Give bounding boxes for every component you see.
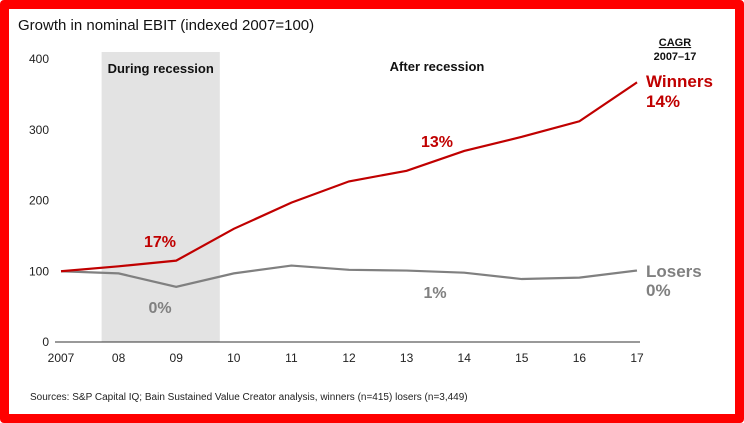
x-tick-label: 10 — [227, 351, 241, 365]
y-tick-label: 400 — [29, 52, 49, 66]
cagr-header-subtitle: 2007–17 — [654, 51, 697, 63]
x-tick-label: 13 — [400, 351, 414, 365]
winners-cagr-after-recession: 13% — [421, 134, 453, 151]
x-tick-label: 14 — [458, 351, 472, 365]
losers-legend-label: Losers — [646, 262, 702, 281]
y-tick-label: 300 — [29, 123, 49, 137]
period-label-during-recession: During recession — [108, 61, 214, 76]
x-tick-label: 15 — [515, 351, 529, 365]
y-tick-label: 0 — [42, 335, 49, 349]
losers-cagr-during-recession: 0% — [148, 300, 171, 317]
x-tick-label: 12 — [342, 351, 356, 365]
x-tick-label: 2007 — [48, 351, 75, 365]
x-tick-label: 08 — [112, 351, 126, 365]
period-label-after-recession: After recession — [390, 59, 485, 74]
y-tick-label: 100 — [29, 264, 49, 278]
y-tick-label: 200 — [29, 194, 49, 208]
recession-shaded-region — [101, 52, 220, 342]
chart-title: Growth in nominal EBIT (indexed 2007=100… — [18, 17, 314, 34]
x-tick-label: 09 — [170, 351, 184, 365]
source-note: Sources: S&P Capital IQ; Bain Sustained … — [30, 392, 468, 403]
x-axis-ticks: 2007 08 09 10 11 12 13 14 15 16 17 — [48, 351, 644, 365]
losers-legend-cagr: 0% — [646, 281, 671, 300]
losers-cagr-after-recession: 1% — [423, 285, 446, 302]
series-points — [60, 82, 638, 287]
x-tick-label: 11 — [285, 351, 298, 365]
x-tick-label: 16 — [573, 351, 587, 365]
cagr-header-title: CAGR — [659, 37, 691, 49]
winners-cagr-during-recession: 17% — [144, 234, 176, 251]
y-axis-ticks: 0 100 200 300 400 — [29, 52, 49, 349]
winners-legend-label: Winners — [646, 72, 713, 91]
winners-legend-cagr: 14% — [646, 92, 680, 111]
x-tick-label: 17 — [630, 351, 644, 365]
